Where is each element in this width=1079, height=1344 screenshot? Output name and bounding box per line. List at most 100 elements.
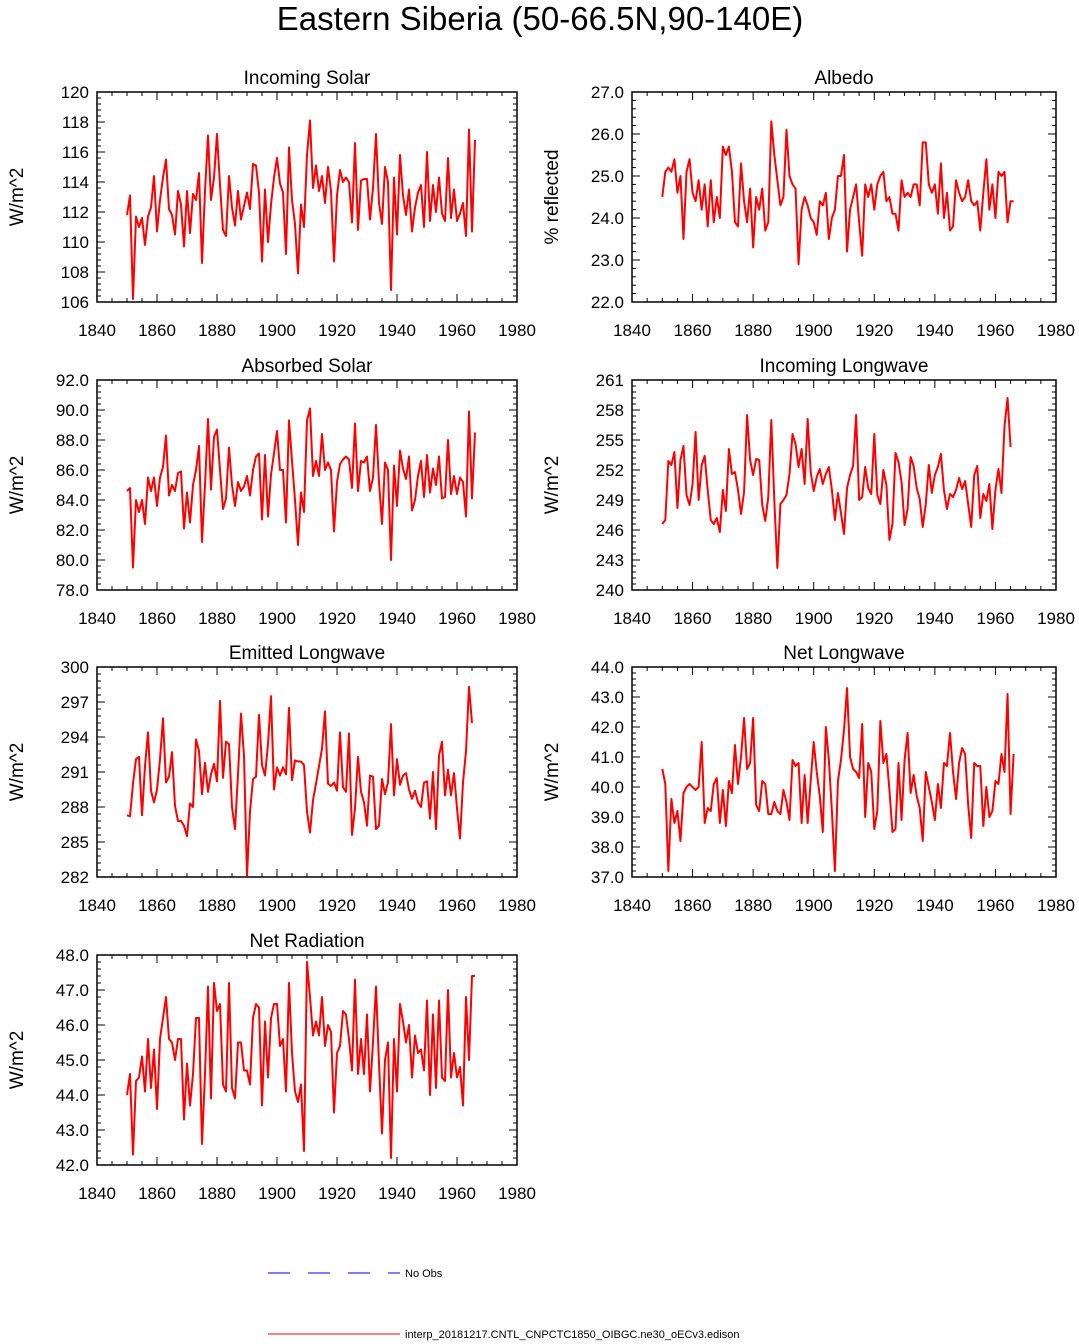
panel-5-series-line [126, 685, 473, 877]
panel-6-ytick-label: 43.0 [591, 688, 624, 707]
panel-4-xtick-label: 1880 [734, 609, 772, 628]
panel-6-ytick-label: 39.0 [591, 808, 624, 827]
panel-5-xtick-label: 1840 [78, 896, 116, 915]
panel-5-frame [96, 666, 518, 878]
panel-7-ytick-label: 46.0 [56, 1016, 89, 1035]
panel-7-xtick-label: 1880 [198, 1184, 236, 1203]
panel-1: Incoming Solar W/m^2 1840 1860 1880 1900 1920 1… [7, 68, 536, 340]
panel-1-ylabel: W/m^2 [7, 168, 28, 227]
panel-4: Incoming Longwave W/m^2 1840 1860 1880 1900 19… [542, 356, 1075, 628]
panel-6-frame [631, 666, 1057, 878]
panel-2-ytick-label: 23.0 [591, 251, 624, 270]
panel-1-xtick-label: 1860 [138, 321, 176, 340]
panel-6-series-line [661, 687, 1015, 872]
panel-1-ytick-label: 108 [61, 263, 89, 282]
panel-5-xtick-label: 1860 [138, 896, 176, 915]
panel-5-ytick-label: 294 [61, 728, 89, 747]
panel-2-ytick-label: 26.0 [591, 125, 624, 144]
panel-3-xtick-label: 1960 [438, 609, 476, 628]
panel-6-xtick-label: 1880 [734, 896, 772, 915]
panel-3-title: Absorbed Solar [242, 356, 374, 377]
panel-7-xtick-label: 1900 [258, 1184, 296, 1203]
panel-5-xtick-label: 1920 [318, 896, 356, 915]
panel-7-ytick-label: 47.0 [56, 981, 89, 1000]
legend-model-label: interp_20181217.CNTL_CNPCTC1850_OIBGC.ne… [405, 1329, 739, 1341]
panel-1-ytick-label: 116 [62, 143, 89, 162]
panel-6-xtick-label: 1980 [1037, 896, 1075, 915]
panel-7-xtick-label: 1940 [378, 1184, 416, 1203]
panel-7-xtick-label: 1980 [498, 1184, 536, 1203]
panel-4-ytick-label: 261 [596, 371, 624, 390]
panel-5-ytick-label: 288 [61, 798, 89, 817]
panel-4-xtick-label: 1940 [916, 609, 954, 628]
panel-4-xtick-label: 1960 [977, 609, 1015, 628]
panel-1-ytick-label: 110 [62, 233, 89, 252]
panel-3-ytick-label: 92.0 [56, 371, 89, 390]
panel-6-xtick-label: 1860 [674, 896, 712, 915]
panel-3-ytick-label: 82.0 [56, 521, 89, 540]
panel-3-ytick-label: 78.0 [56, 581, 89, 600]
panel-5-xtick-label: 1980 [498, 896, 536, 915]
panel-2-ytick-label: 25.0 [591, 167, 624, 186]
panel-7-xtick-label: 1960 [438, 1184, 476, 1203]
panel-1-xtick-label: 1980 [498, 321, 536, 340]
panel-4-ytick-label: 249 [596, 491, 624, 510]
panel-7-ytick-label: 44.0 [56, 1086, 89, 1105]
panel-6-xtick-label: 1960 [977, 896, 1015, 915]
panel-4-ytick-label: 252 [596, 461, 624, 480]
panel-6-ytick-label: 40.0 [591, 778, 624, 797]
panel-7-ytick-label: 45.0 [56, 1051, 89, 1070]
panel-4-ytick-label: 258 [596, 401, 624, 420]
panel-2-xtick-label: 1940 [916, 321, 954, 340]
panel-1-series-line [126, 119, 476, 300]
panel-6-xtick-label: 1840 [613, 896, 651, 915]
panel-6-ytick-label: 42.0 [591, 718, 624, 737]
panel-1-xtick-label: 1900 [258, 321, 296, 340]
panel-1-xtick-label: 1880 [198, 321, 236, 340]
panel-2-ytick-label: 27.0 [591, 83, 624, 102]
panel-2-xtick-label: 1860 [674, 321, 712, 340]
panel-3-xtick-label: 1840 [78, 609, 116, 628]
panel-1-ytick-label: 112 [62, 203, 89, 222]
panel-2: Albedo % reflected 1840 1860 1880 1900 1920 194… [542, 68, 1075, 340]
panel-5-ylabel: W/m^2 [7, 743, 28, 802]
panel-7-ytick-label: 48.0 [56, 946, 89, 965]
panel-7-ylabel: W/m^2 [7, 1031, 28, 1090]
panel-3-series-line [126, 407, 476, 569]
panel-7-ytick-label: 43.0 [56, 1121, 89, 1140]
panel-2-series-line [661, 120, 1014, 266]
panel-4-frame [631, 379, 1057, 591]
panel-2-xtick-label: 1900 [795, 321, 833, 340]
panel-2-xtick-label: 1920 [855, 321, 893, 340]
panel-6-ylabel: W/m^2 [542, 743, 563, 802]
panel-3-xtick-label: 1900 [258, 609, 296, 628]
panel-2-xtick-label: 1880 [734, 321, 772, 340]
panel-5-xtick-label: 1880 [198, 896, 236, 915]
panel-5-ytick-label: 282 [61, 868, 89, 887]
panel-7: Net Radiation W/m^2 1840 1860 1880 1900 1920 19… [7, 931, 536, 1203]
panel-2-ytick-label: 22.0 [591, 293, 624, 312]
panel-1-ytick-label: 118 [62, 113, 89, 132]
legend-obs-label: No Obs [405, 1268, 443, 1280]
panel-1-ytick-label: 120 [61, 83, 89, 102]
panel-7-xtick-label: 1860 [138, 1184, 176, 1203]
panel-3-xtick-label: 1880 [198, 609, 236, 628]
panel-2-ylabel: % reflected [542, 149, 563, 244]
panel-5-ytick-label: 300 [61, 658, 89, 677]
panel-5-ytick-label: 291 [61, 763, 89, 782]
panel-2-ytick-label: 24.0 [591, 209, 624, 228]
panel-1-xtick-label: 1960 [438, 321, 476, 340]
panel-3-ytick-label: 84.0 [56, 491, 89, 510]
legend: No Obs interp_20181217.CNTL_CNPCTC1850_O… [268, 1268, 739, 1341]
panel-7-xtick-label: 1840 [78, 1184, 116, 1203]
panel-7-xtick-label: 1920 [318, 1184, 356, 1203]
panel-5-xtick-label: 1960 [438, 896, 476, 915]
panel-4-ytick-label: 240 [596, 581, 624, 600]
panel-1-xtick-label: 1940 [378, 321, 416, 340]
panel-1-xtick-label: 1920 [318, 321, 356, 340]
panel-5-title: Emitted Longwave [229, 643, 385, 664]
panel-4-ylabel: W/m^2 [542, 456, 563, 515]
panel-7-title: Net Radiation [249, 931, 364, 952]
panel-4-title: Incoming Longwave [760, 356, 929, 377]
